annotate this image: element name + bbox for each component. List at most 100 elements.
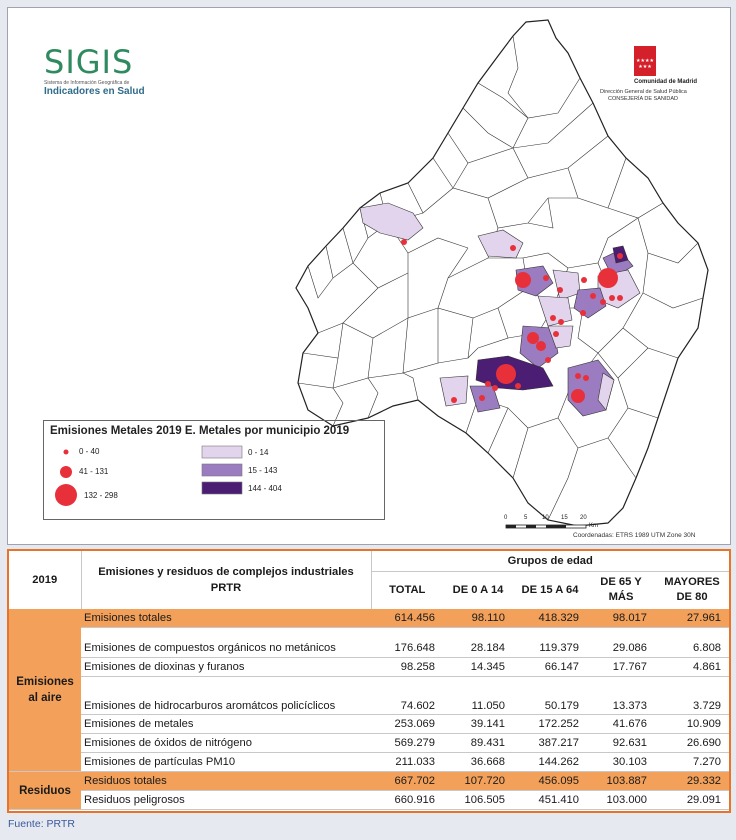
cell-80: 27.961 <box>655 609 729 628</box>
cell-65: 29.086 <box>587 639 655 658</box>
cam-name: Comunidad de Madrid <box>634 79 697 85</box>
legend-fill-label-3: 144 - 404 <box>248 484 282 493</box>
cell-65: 103.887 <box>587 771 655 791</box>
legend-fill-label-2: 15 - 143 <box>248 466 278 475</box>
cell-65: 92.631 <box>587 733 655 753</box>
row-label: Emisiones totales <box>81 609 371 628</box>
map-legend: Emisiones Metales 2019 E. Metales por mu… <box>43 420 385 520</box>
table-row: Emisiones de partículas PM10 211.033 36.… <box>9 752 729 772</box>
cell-80: 29.091 <box>655 790 729 810</box>
table-row: Emisiones de metales 253.069 39.141 172.… <box>9 714 729 734</box>
row-label: Emisiones de óxidos de nitrógeno <box>81 733 371 753</box>
sigis-title: SIGIS <box>44 43 134 81</box>
row-label: Emisiones de dioxinas y furanos <box>81 657 371 677</box>
col-mayores-80: MAYORES DE 80 <box>664 576 720 604</box>
cell-15-64: 144.262 <box>513 752 587 772</box>
cell-65: 41.676 <box>587 714 655 734</box>
flag-stars: ★★★★ ★★★ <box>636 58 654 70</box>
cell-0-14: 39.141 <box>443 714 513 734</box>
col-total: TOTAL <box>389 584 426 597</box>
table-corner: 2019 <box>9 551 82 609</box>
cell-0-14: 28.184 <box>443 639 513 658</box>
cell-80: 29.332 <box>655 771 729 791</box>
cell-total: 667.702 <box>371 771 443 791</box>
scale-label-10: 10 <box>542 515 549 521</box>
cell-80: 6.808 <box>655 639 729 658</box>
table-row: Emisiones de compuestos orgánicos no met… <box>9 639 729 658</box>
cell-15-64: 66.147 <box>513 657 587 677</box>
cell-65: 98.017 <box>587 609 655 628</box>
scale-unit: Km <box>589 523 598 529</box>
madrid-flag-icon: ★★★★ ★★★ <box>634 46 656 76</box>
table-row: Residuos peligrosos 660.916 106.505 451.… <box>9 790 729 810</box>
table-row: Residuos Residuos totales 667.702 107.72… <box>9 771 729 810</box>
cell-15-64: 451.410 <box>513 790 587 810</box>
cell-0-14: 98.110 <box>443 609 513 628</box>
cell-15-64: 50.179 <box>513 676 587 715</box>
emission-points <box>401 239 623 403</box>
cell-total: 569.279 <box>371 733 443 753</box>
cell-total: 74.602 <box>371 676 443 715</box>
legend-circle-label-1: 0 - 40 <box>79 447 100 456</box>
coordinates-note: Coordenadas: ETRS 1989 UTM Zone 30N <box>573 532 696 539</box>
table-row: Emisiones de hidrocarburos aromátcos pol… <box>9 676 729 715</box>
municipality-borders <box>297 35 704 521</box>
legend-circle-label-3: 132 - 298 <box>84 491 118 500</box>
legend-symbols <box>55 445 243 506</box>
group-emisiones-aire: Emisiones al aire <box>9 609 81 772</box>
row-label: Emisiones de compuestos orgánicos no met… <box>81 639 371 658</box>
cell-15-64: 172.252 <box>513 714 587 734</box>
row-label: Emisiones de metales <box>81 714 371 734</box>
sigis-subtitle-small: Sistema de Información Geográfica de <box>44 80 130 86</box>
sigis-logo: SIGIS Sistema de Información Geográfica … <box>44 46 145 97</box>
cell-80: 4.861 <box>655 657 729 677</box>
sigis-subtitle: Indicadores en Salud <box>44 86 145 97</box>
cell-80: 7.270 <box>655 752 729 772</box>
cell-15-64: 387.217 <box>513 733 587 753</box>
madrid-map <box>55 19 709 529</box>
cell-65: 30.103 <box>587 752 655 772</box>
group-residuos: Residuos <box>9 771 81 810</box>
spacer-row <box>9 628 729 640</box>
emissions-table: 2019 Emisiones y residuos de complejos i… <box>9 551 729 810</box>
row-label: Emisiones de partículas PM10 <box>81 752 371 772</box>
scale-label-0: 0 <box>504 515 508 521</box>
cell-0-14: 106.505 <box>443 790 513 810</box>
cell-0-14: 14.345 <box>443 657 513 677</box>
cell-80: 10.909 <box>655 714 729 734</box>
scale-bar <box>505 524 587 529</box>
cell-65: 13.373 <box>587 676 655 715</box>
source-note: Fuente: PRTR <box>8 818 75 830</box>
row-label: Residuos peligrosos <box>81 790 371 810</box>
age-group-header: Grupos de edad <box>371 551 729 572</box>
cell-0-14: 89.431 <box>443 733 513 753</box>
cell-total: 176.648 <box>371 639 443 658</box>
legend-title: Emisiones Metales 2019 E. Metales por mu… <box>50 425 350 437</box>
cell-15-64: 456.095 <box>513 771 587 791</box>
scale-label-20: 20 <box>580 515 587 521</box>
cell-total: 614.456 <box>371 609 443 628</box>
emissions-table-panel: 2019 Emisiones y residuos de complejos i… <box>7 549 731 813</box>
cell-total: 660.916 <box>371 790 443 810</box>
cell-80: 26.690 <box>655 733 729 753</box>
legend-fill-label-1: 0 - 14 <box>248 448 269 457</box>
legend-circle-label-2: 41 - 131 <box>79 467 109 476</box>
cell-15-64: 119.379 <box>513 639 587 658</box>
col-65-mas: DE 65 Y MÁS <box>600 576 642 604</box>
cell-0-14: 36.668 <box>443 752 513 772</box>
map-panel: SIGIS Sistema de Información Geográfica … <box>7 7 731 545</box>
cell-65: 17.767 <box>587 657 655 677</box>
cell-total: 98.258 <box>371 657 443 677</box>
col-15-64: DE 15 A 64 <box>521 584 579 597</box>
scale-label-5: 5 <box>524 515 528 521</box>
row-label: Residuos totales <box>81 771 371 791</box>
cell-80: 3.729 <box>655 676 729 715</box>
cell-0-14: 107.720 <box>443 771 513 791</box>
row-label: Emisiones de hidrocarburos aromátcos pol… <box>81 676 371 715</box>
table-title: Emisiones y residuos de complejos indust… <box>81 551 372 609</box>
table-row: Emisiones de óxidos de nitrógeno 569.279… <box>9 733 729 753</box>
cell-0-14: 11.050 <box>443 676 513 715</box>
col-0-14: DE 0 A 14 <box>452 584 504 597</box>
table-row: Emisiones de dioxinas y furanos 98.258 1… <box>9 657 729 677</box>
cam-dept-2: CONSEJERÍA DE SANIDAD <box>608 96 678 102</box>
